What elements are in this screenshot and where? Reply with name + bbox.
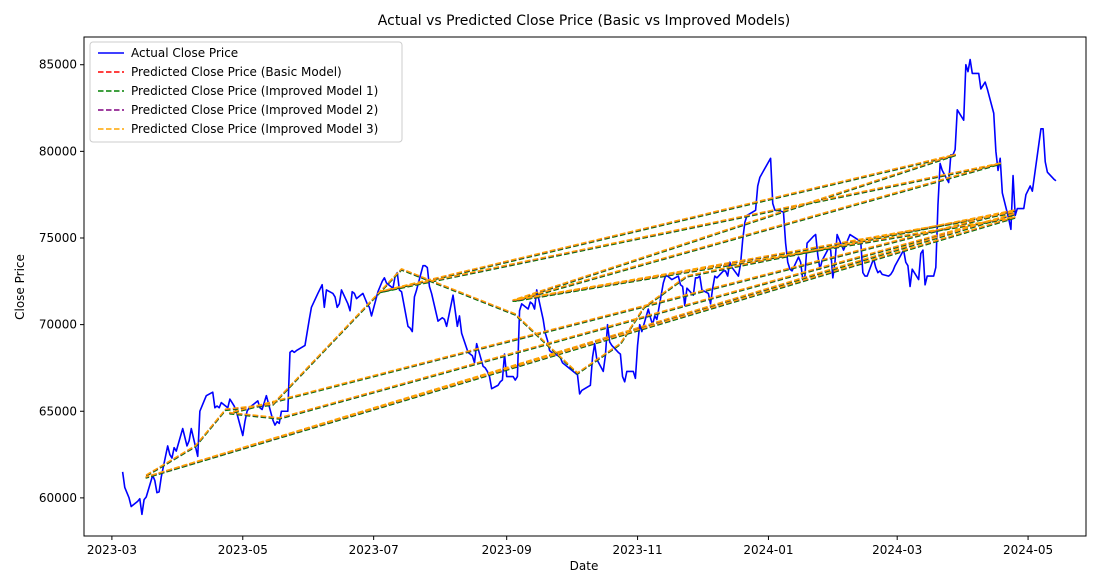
x-tick-label: 2024-05 <box>1003 543 1053 557</box>
legend-label: Predicted Close Price (Improved Model 3) <box>131 122 378 136</box>
plot-lines <box>121 58 1057 516</box>
x-tick-label: 2023-03 <box>87 543 137 557</box>
y-tick-label: 65000 <box>39 404 77 418</box>
y-axis-ticks: 60000 65000 70000 75000 80000 85000 <box>39 58 84 505</box>
y-tick-label: 70000 <box>39 318 77 332</box>
x-tick-label: 2023-09 <box>482 543 532 557</box>
y-tick-label: 80000 <box>39 144 77 158</box>
x-tick-label: 2023-11 <box>612 543 662 557</box>
x-tick-label: 2024-01 <box>743 543 793 557</box>
y-tick-label: 60000 <box>39 491 77 505</box>
legend-label: Predicted Close Price (Improved Model 2) <box>131 103 378 117</box>
x-axis-ticks: 2023-03 2023-05 2023-07 2023-09 2023-11 2024-… <box>87 536 1053 557</box>
legend-label: Predicted Close Price (Basic Model) <box>131 65 342 79</box>
y-tick-label: 85000 <box>39 58 77 72</box>
x-axis-label: Date <box>570 559 599 573</box>
y-axis-label: Close Price <box>13 254 27 320</box>
legend-label: Predicted Close Price (Improved Model 1) <box>131 84 378 98</box>
legend: Actual Close Price Predicted Close Price … <box>89 41 403 143</box>
series-line-predicted-close-price-improved-model-3 <box>145 153 1016 478</box>
chart-title: Actual vs Predicted Close Price (Basic v… <box>378 13 790 29</box>
plot-frame <box>83 36 1087 537</box>
x-tick-label: 2023-07 <box>349 543 399 557</box>
legend-label: Actual Close Price <box>131 46 238 60</box>
y-tick-label: 75000 <box>39 231 77 245</box>
series-line-actual-close-price <box>121 58 1057 516</box>
x-tick-label: 2024-03 <box>872 543 922 557</box>
legend-box <box>89 41 403 143</box>
x-tick-label: 2023-05 <box>218 543 268 557</box>
